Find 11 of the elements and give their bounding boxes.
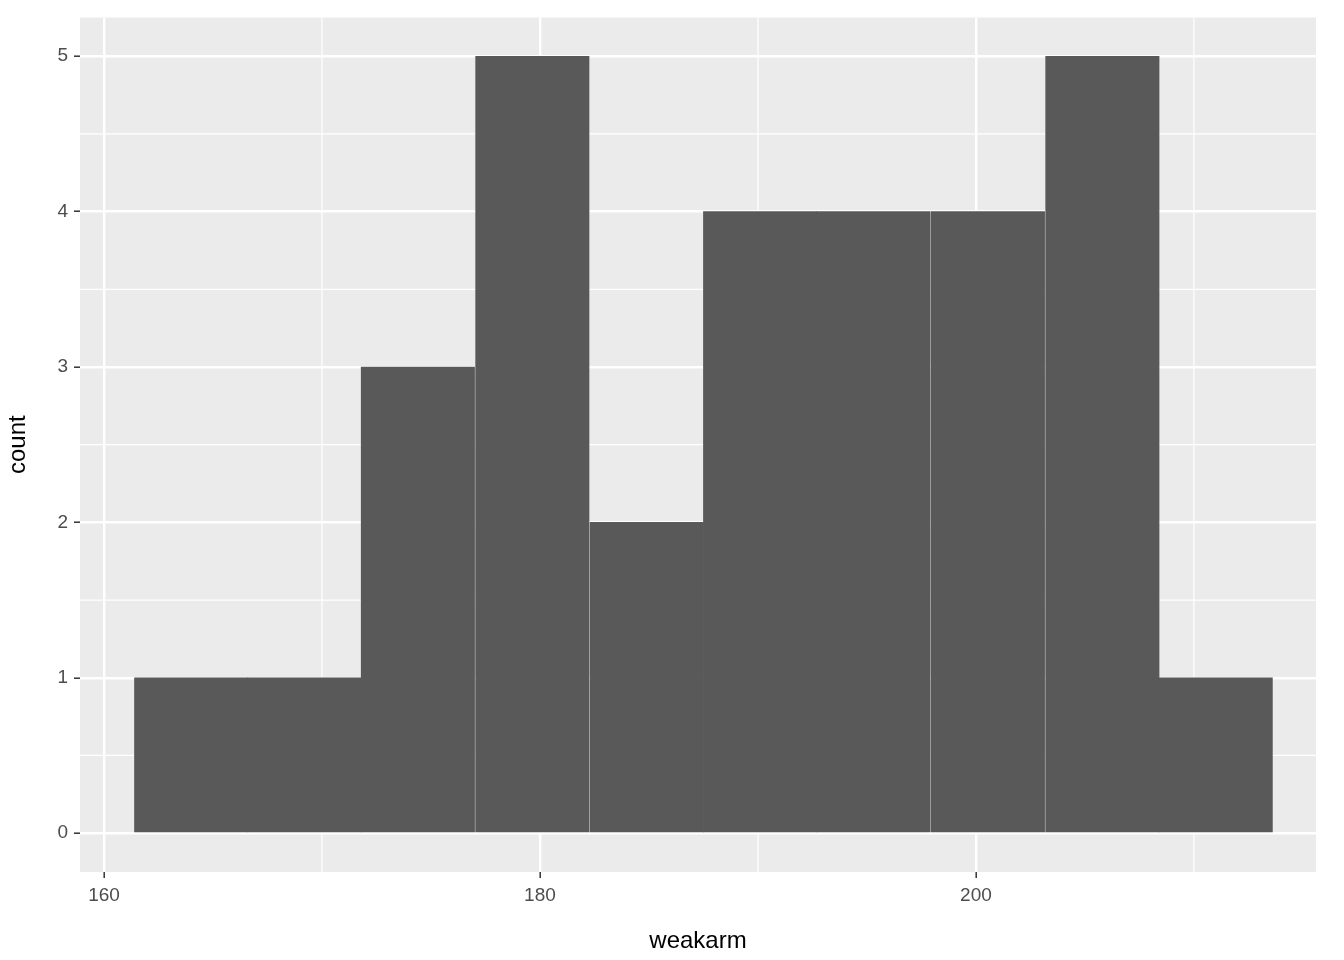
y-tick-label: 2 xyxy=(57,510,68,532)
y-axis-title: count xyxy=(3,415,31,475)
y-tick-label: 5 xyxy=(57,44,68,66)
y-tick-label: 0 xyxy=(57,821,68,843)
y-tick-label: 4 xyxy=(57,199,69,221)
x-axis-title: weakarm xyxy=(648,926,747,954)
x-tick-label: 200 xyxy=(960,883,992,905)
x-tick-label: 180 xyxy=(524,883,556,905)
x-tick-label: 160 xyxy=(88,883,120,905)
y-tick-label: 1 xyxy=(57,666,68,688)
y-tick-label: 3 xyxy=(57,355,68,377)
